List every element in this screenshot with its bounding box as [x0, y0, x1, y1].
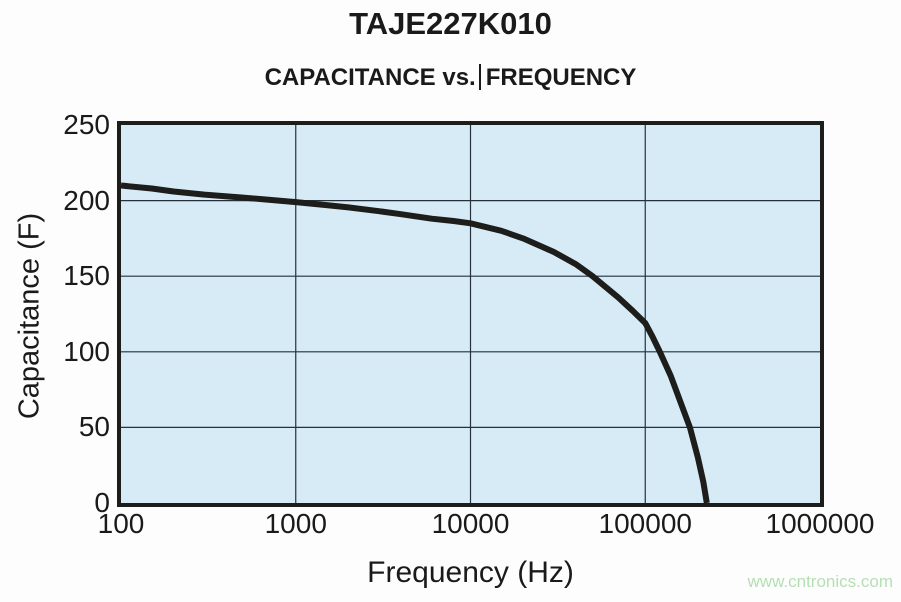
x-axis-tick-labels: 100 1000 10000 100000 1000000: [98, 508, 875, 542]
text-cursor: [478, 64, 481, 91]
y-axis-tick-labels: 0 50 100 150 200 250: [0, 110, 110, 518]
plot-area: [117, 121, 824, 507]
x-tick-label: 100000: [598, 508, 692, 539]
x-tick-label: 1000000: [765, 508, 875, 539]
y-tick-label: 50: [78, 411, 110, 443]
x-axis-label: Frequency (Hz): [367, 556, 574, 589]
y-tick-label: 0: [94, 487, 110, 518]
chart-subtitle-right: FREQUENCY: [485, 64, 637, 91]
y-tick-label: 100: [63, 335, 110, 367]
x-tick-label: 1000: [264, 508, 327, 539]
chart-title: TAJE227K010: [349, 6, 552, 41]
chart-subtitle: CAPACITANCE vs. FREQUENCY: [0, 64, 901, 93]
capacitance-curve-plot: [121, 125, 820, 503]
y-tick-label: 250: [63, 109, 110, 140]
watermark: www.cntronics.com: [747, 572, 893, 591]
data-curve: [121, 182, 710, 503]
x-tick-label: 10000: [431, 508, 510, 539]
y-tick-label: 150: [63, 260, 110, 292]
chart-subtitle-left: CAPACITANCE vs.: [264, 64, 476, 91]
y-tick-label: 200: [63, 184, 110, 216]
x-tick-label: 100: [97, 508, 145, 539]
